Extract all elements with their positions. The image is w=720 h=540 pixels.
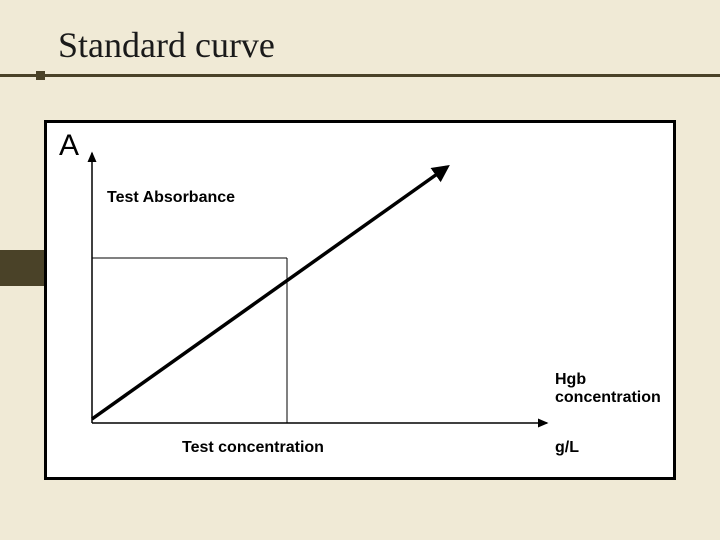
chart-container: A Test Absorbance Hgb concentration Test… (44, 120, 676, 480)
label-test-absorbance: Test Absorbance (107, 189, 235, 207)
title-underline (0, 74, 720, 77)
label-hgb-line1: Hgb (555, 371, 661, 389)
label-test-concentration: Test concentration (182, 439, 324, 457)
title-bullet-marker (36, 71, 45, 80)
chart-svg (47, 123, 673, 477)
label-hgb-line2: concentration (555, 389, 661, 407)
slide-title: Standard curve (58, 24, 680, 74)
label-unit: g/L (555, 439, 579, 457)
